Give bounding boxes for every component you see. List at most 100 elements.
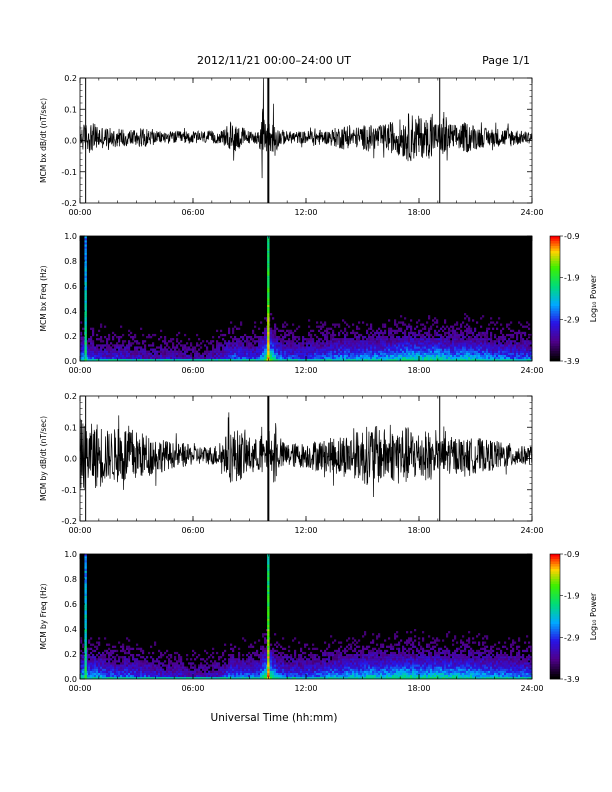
- spectrogram-cell: [368, 658, 371, 661]
- spectrogram-cell: [420, 342, 423, 345]
- spectrogram-cell: [86, 664, 89, 667]
- spectrogram-cell: [166, 666, 169, 669]
- spectrogram-cell: [148, 336, 151, 339]
- spectrogram-cell: [372, 352, 375, 355]
- spectrogram-cell: [454, 358, 457, 362]
- spectrogram-cell: [222, 676, 225, 680]
- spectrogram-cell: [270, 348, 273, 351]
- spectrogram-cell: [266, 329, 269, 333]
- spectrogram-cell: [370, 672, 373, 676]
- spectrogram-cell: [174, 651, 177, 655]
- spectrogram-cell: [186, 674, 189, 678]
- spectrogram-cell: [432, 319, 435, 322]
- spectrogram-cell: [194, 350, 197, 353]
- spectrogram-cell: [360, 656, 363, 659]
- spectrogram-cell: [378, 333, 381, 337]
- spectrogram-cell: [100, 352, 103, 355]
- spectrogram-cell: [374, 346, 377, 349]
- spectrogram-cell: [354, 342, 357, 345]
- spectrogram-cell: [480, 358, 483, 362]
- spectrogram-cell: [332, 668, 335, 671]
- spectrogram-cell: [98, 338, 101, 341]
- spectrogram-cell: [92, 354, 95, 358]
- spectrogram-cell: [116, 356, 119, 360]
- spectrogram-cell: [200, 670, 203, 673]
- spectrogram-cell: [494, 340, 497, 343]
- spectrogram-cell: [242, 658, 245, 661]
- spectrogram-cell: [448, 350, 451, 353]
- spectrogram-cell: [286, 342, 289, 345]
- spectrogram-cell: [500, 338, 503, 341]
- spectrogram-cell: [224, 662, 227, 665]
- spectrogram-cell: [380, 344, 383, 347]
- spectrogram-cell: [196, 333, 199, 337]
- spectrogram-cell: [278, 336, 281, 339]
- spectrogram-cell: [350, 342, 353, 345]
- spectrogram-cell: [234, 672, 237, 676]
- spectrogram-cell: [316, 336, 319, 339]
- spectrogram-cell: [276, 348, 279, 351]
- spectrogram-cell: [184, 356, 187, 360]
- spectrogram-cell: [284, 666, 287, 669]
- spectrogram-cell: [526, 321, 529, 324]
- spectrogram-cell: [360, 676, 363, 680]
- spectrogram-cell: [152, 356, 155, 360]
- spectrogram-cell: [276, 666, 279, 669]
- spectrogram-cell: [166, 348, 169, 351]
- signal-trace: [79, 412, 533, 497]
- spectrogram-cell: [354, 658, 357, 661]
- spectrogram-cell: [378, 342, 381, 345]
- spectrogram-cell: [260, 338, 263, 341]
- spectrogram-cell: [304, 660, 307, 663]
- spectrogram-cell: [426, 344, 429, 347]
- spectrogram-cell: [500, 346, 503, 349]
- spectrogram-cell: [118, 670, 121, 673]
- spectrogram-cell: [330, 654, 333, 657]
- spectrogram-streak: [267, 263, 270, 266]
- spectrogram-cell: [526, 350, 529, 353]
- spectrogram-cell: [310, 333, 313, 337]
- spectrogram-cell: [432, 346, 435, 349]
- spectrogram-cell: [190, 356, 193, 360]
- spectrogram-cell: [462, 342, 465, 345]
- spectrogram-streak: [267, 296, 270, 299]
- spectrogram-cell: [478, 356, 481, 360]
- spectrogram-cell: [494, 323, 497, 326]
- spectrogram-cell: [168, 358, 171, 362]
- spectrogram-cell: [244, 660, 247, 663]
- spectrogram-cell: [244, 662, 247, 665]
- spectrogram-cell: [302, 358, 305, 362]
- spectrogram-cell: [438, 342, 441, 345]
- spectrogram-cell: [248, 358, 251, 362]
- spectrogram-cell: [314, 672, 317, 676]
- spectrogram-cell: [318, 325, 321, 328]
- spectrogram-cells: [80, 629, 533, 680]
- spectrogram-cell: [80, 666, 83, 669]
- spectrogram-cell: [82, 664, 85, 667]
- spectrogram-cell: [428, 338, 431, 341]
- spectrogram-cell: [148, 352, 151, 355]
- spectrogram-cell: [354, 666, 357, 669]
- spectrogram-cell: [376, 344, 379, 347]
- spectrogram-cell: [184, 358, 187, 362]
- spectrogram-cell: [444, 338, 447, 341]
- spectrogram-cell: [158, 656, 161, 659]
- spectrogram-cell: [360, 340, 363, 343]
- spectrogram-cell: [350, 643, 353, 646]
- spectrogram-cell: [142, 666, 145, 669]
- spectrogram-cell: [352, 676, 355, 680]
- spectrogram-cell: [320, 342, 323, 345]
- spectrogram-cell: [376, 354, 379, 358]
- spectrogram-cell: [150, 356, 153, 360]
- spectrogram-cell: [344, 340, 347, 343]
- spectrogram-cell: [476, 321, 479, 324]
- spectrogram-cell: [334, 664, 337, 667]
- spectrogram-cell: [90, 676, 93, 680]
- spectrogram-cell: [448, 348, 451, 351]
- spectrogram-cell: [234, 674, 237, 678]
- spectrogram-cell: [148, 674, 151, 678]
- spectrogram-cell: [132, 354, 135, 358]
- spectrogram-cell: [298, 670, 301, 673]
- spectrogram-cell: [214, 670, 217, 673]
- spectrogram-cell: [100, 340, 103, 343]
